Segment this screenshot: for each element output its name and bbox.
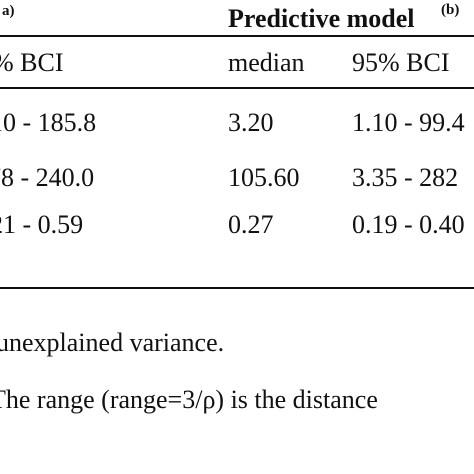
column-header-median: median [228,48,305,77]
group-title-rule [0,35,474,37]
footnote-line-1: unexplained variance. [0,328,225,357]
table-row-3-median: 0.27 [228,210,274,239]
table-row-1-median: 3.20 [228,108,274,137]
column-header-bci: 95% BCI [352,48,450,77]
table-row-3-bci: 0.19 - 0.40 [352,210,465,239]
table-row-3-left-range: 21 - 0.59 [0,210,84,239]
table-row-1-bci: 1.10 - 99.4 [352,108,465,137]
predictive-model-title: Predictive model [228,4,415,33]
table-row-2-median: 105.60 [228,163,300,192]
table-row-1-left-range: 10 - 185.8 [0,108,97,137]
column-header-rule [0,87,474,89]
predictive-model-superscript: (b) [441,2,460,18]
left-group-superscript: a) [2,3,15,19]
footnote-line-2: The range (range=3/ρ) is the distance [0,385,378,414]
table-bottom-rule [0,287,474,289]
table-row-2-bci: 3.35 - 282 [352,163,459,192]
table-row-2-left-range: 78 - 240.0 [0,163,95,192]
column-header-left-bci: % BCI [0,48,64,77]
